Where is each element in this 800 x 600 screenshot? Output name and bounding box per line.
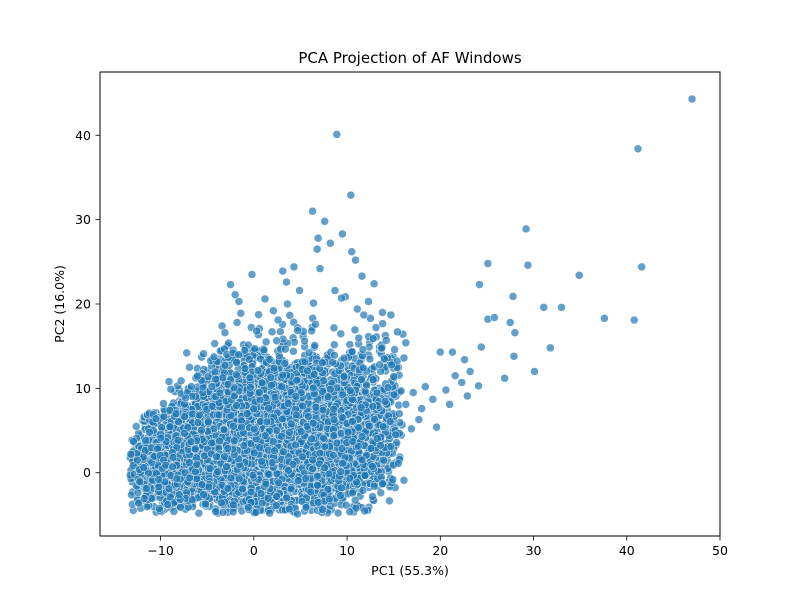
data-point bbox=[285, 311, 295, 320]
scatter-points bbox=[125, 94, 697, 519]
data-point bbox=[310, 341, 319, 350]
data-point bbox=[350, 325, 360, 335]
data-point bbox=[345, 340, 355, 349]
chart-title: PCA Projection of AF Windows bbox=[298, 49, 522, 67]
data-point bbox=[267, 327, 277, 337]
data-point bbox=[311, 320, 320, 329]
data-point bbox=[329, 323, 339, 333]
data-point bbox=[261, 337, 271, 347]
data-point bbox=[276, 327, 285, 336]
data-point bbox=[234, 474, 244, 483]
data-point bbox=[300, 336, 309, 346]
data-point bbox=[251, 508, 261, 517]
data-point bbox=[385, 496, 394, 506]
data-point bbox=[376, 488, 386, 498]
data-point bbox=[246, 487, 256, 497]
data-point bbox=[254, 310, 263, 319]
